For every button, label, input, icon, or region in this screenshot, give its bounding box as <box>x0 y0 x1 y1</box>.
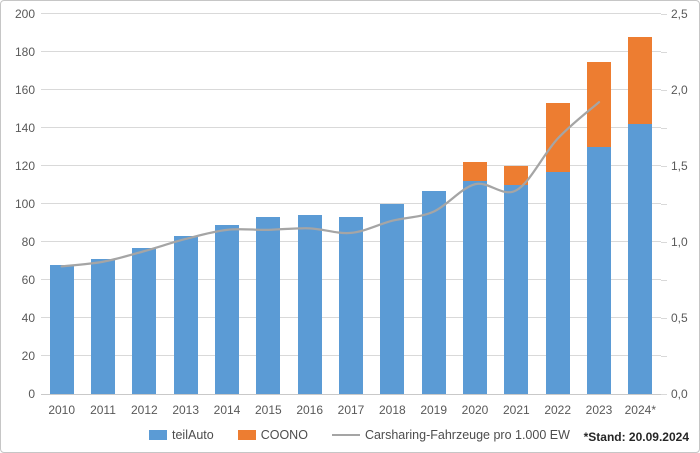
right-axis-tick <box>661 318 667 319</box>
gridline <box>41 127 661 128</box>
x-axis-label: 2021 <box>502 403 530 417</box>
bar-segment-teilauto <box>380 204 405 394</box>
x-axis-label: 2010 <box>48 403 76 417</box>
legend-line-swatch-icon <box>331 434 360 436</box>
x-axis-line <box>41 394 661 395</box>
bar-segment-teilauto <box>587 147 611 394</box>
legend-item-teilauto: teilAuto <box>149 428 214 442</box>
trend-line-canvas <box>60 101 601 268</box>
x-axis-label: 2020 <box>461 403 489 417</box>
bar-segment-teilauto <box>504 185 529 394</box>
left-axis-label: 60 <box>21 273 35 287</box>
x-axis-label: 2014 <box>213 403 241 417</box>
left-axis-label: 140 <box>14 121 35 135</box>
x-axis-label: 2013 <box>172 403 200 417</box>
gridline <box>41 89 661 90</box>
bar-segment-teilauto <box>421 190 446 394</box>
legend-label: teilAuto <box>172 428 214 442</box>
legend-item-carsharing-fahrzeuge-pro-1-000-ew: Carsharing-Fahrzeuge pro 1.000 EW <box>331 428 570 442</box>
bar-segment-coono <box>587 61 611 147</box>
trend-line <box>60 101 601 268</box>
legend: teilAuto COONO Carsharing-Fahrzeuge pro 1.… <box>149 428 570 442</box>
left-axis-label: 0 <box>28 387 35 401</box>
left-axis-label: 80 <box>21 235 35 249</box>
x-axis-label: 2012 <box>130 403 158 417</box>
right-axis-label: 0,5 <box>671 311 688 325</box>
x-axis-label: 2024* <box>624 403 656 417</box>
left-axis-label: 100 <box>14 197 35 211</box>
bar-segment-teilauto <box>297 215 322 394</box>
x-axis-label: 2017 <box>337 403 365 417</box>
legend-color-swatch-icon <box>237 430 256 440</box>
right-axis-tick <box>661 14 667 15</box>
x-axis-label: 2018 <box>378 403 406 417</box>
bar-segment-teilauto <box>49 264 74 394</box>
right-axis-tick <box>661 52 667 53</box>
right-axis-tick <box>661 128 667 129</box>
gridline <box>41 203 661 204</box>
left-axis-label: 180 <box>14 45 35 59</box>
legend-item-coono: COONO <box>237 428 308 442</box>
right-axis-label: 1,0 <box>671 235 688 249</box>
gridline <box>41 13 661 14</box>
bar-segment-coono <box>628 36 653 125</box>
bar-segment-teilauto <box>628 124 653 394</box>
bar-segment-coono <box>463 162 487 182</box>
gridline <box>41 51 661 52</box>
left-axis-label: 120 <box>14 159 35 173</box>
right-axis-tick <box>661 394 667 395</box>
right-axis-tick <box>661 90 667 91</box>
x-axis-label: 2016 <box>296 403 324 417</box>
bar-segment-teilauto <box>132 247 157 394</box>
left-axis-label: 160 <box>14 83 35 97</box>
x-axis-label: 2019 <box>420 403 448 417</box>
left-axis-label: 200 <box>14 7 35 21</box>
bar-segment-coono <box>504 166 529 185</box>
right-axis-label: 2,5 <box>671 7 688 21</box>
bar-segment-teilauto <box>173 236 198 394</box>
right-axis-tick <box>661 166 667 167</box>
right-axis-tick <box>661 356 667 357</box>
legend-label: Carsharing-Fahrzeuge pro 1.000 EW <box>364 428 570 442</box>
bar-segment-teilauto <box>545 171 570 394</box>
bar-segment-teilauto <box>256 217 281 394</box>
gridline <box>41 165 661 166</box>
plot-area <box>41 13 661 395</box>
x-axis-label: 2011 <box>90 403 116 417</box>
right-axis-label: 0,0 <box>671 387 688 401</box>
footnote: *Stand: 20.09.2024 <box>583 430 689 444</box>
bar-segment-teilauto <box>91 259 115 394</box>
legend-label: COONO <box>260 428 308 442</box>
x-axis-label: 2022 <box>544 403 572 417</box>
legend-color-swatch-icon <box>149 430 167 440</box>
left-axis-label: 40 <box>21 311 35 325</box>
right-axis-tick <box>661 280 667 281</box>
bar-segment-teilauto <box>215 224 239 394</box>
right-axis-tick <box>661 204 667 205</box>
bar-segment-teilauto <box>463 181 487 394</box>
right-axis-label: 1,5 <box>671 159 688 173</box>
right-axis-tick <box>661 242 667 243</box>
right-axis-label: 2,0 <box>671 83 688 97</box>
left-axis-label: 20 <box>21 349 35 363</box>
bar-segment-teilauto <box>339 217 363 394</box>
x-axis-label: 2015 <box>254 403 282 417</box>
x-axis-label: 2023 <box>585 403 613 417</box>
